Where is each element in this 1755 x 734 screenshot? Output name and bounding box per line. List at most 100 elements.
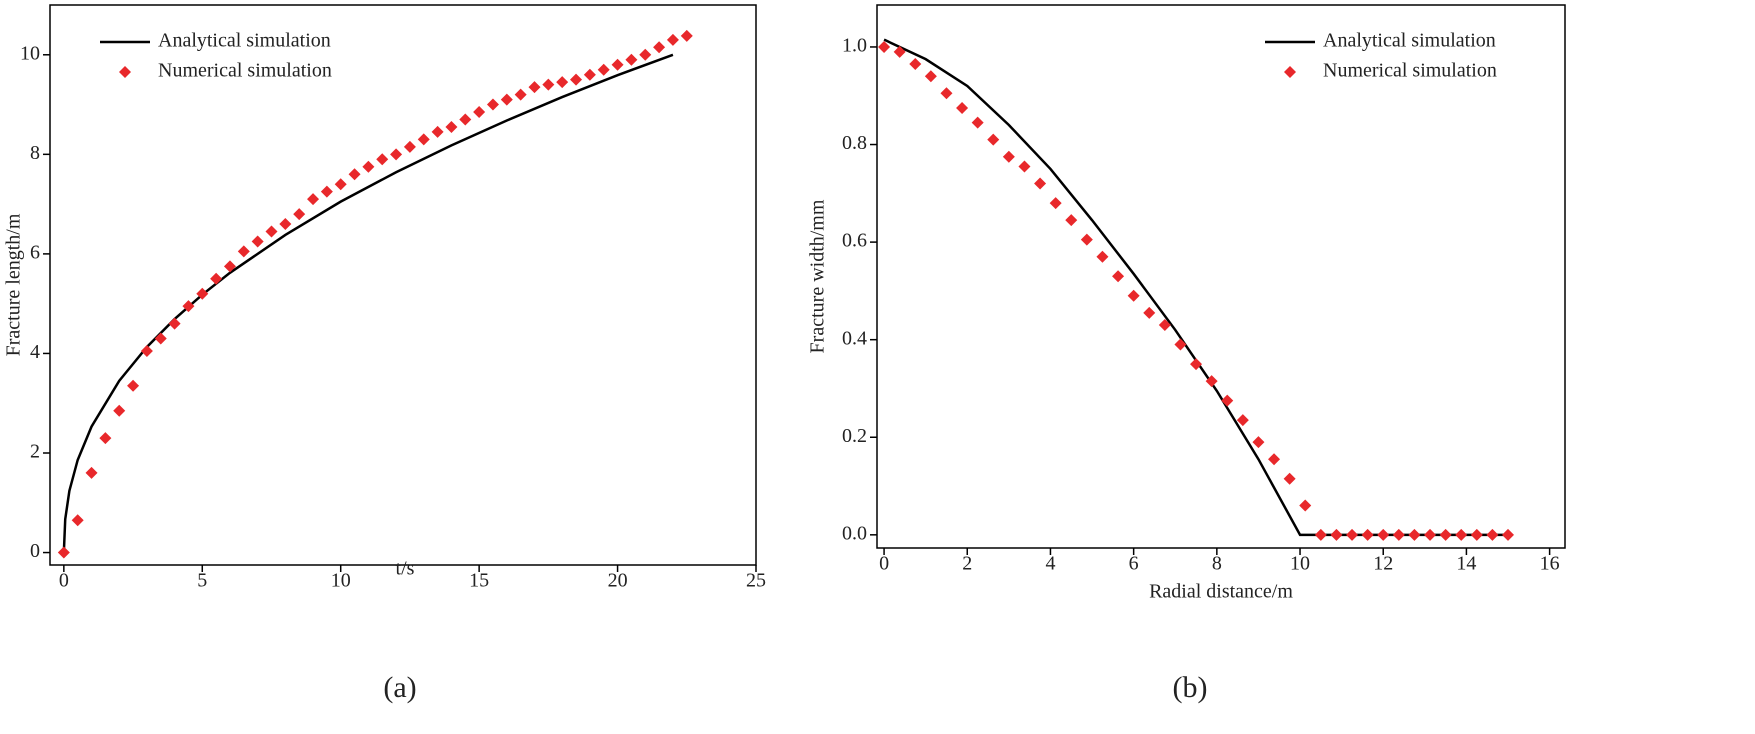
marker — [1236, 414, 1249, 427]
x-tick-label: 6 — [1129, 553, 1139, 575]
marker — [1002, 150, 1015, 163]
marker — [265, 225, 278, 238]
marker — [1455, 528, 1468, 541]
x-tick-label: 4 — [1045, 553, 1055, 575]
marker — [971, 116, 984, 129]
plot-frame — [876, 4, 1566, 549]
y-tick-label: 0.8 — [842, 132, 867, 154]
marker — [1221, 394, 1234, 407]
marker — [362, 160, 375, 173]
marker — [597, 63, 610, 76]
marker — [99, 432, 112, 445]
y-tick-label: 0.0 — [842, 522, 867, 544]
x-tick-label: 25 — [746, 570, 766, 592]
marker — [924, 70, 937, 83]
marker — [71, 514, 84, 527]
marker — [1283, 472, 1296, 485]
panel-label: (b) — [1173, 671, 1208, 704]
marker — [445, 120, 458, 133]
legend-marker — [119, 66, 131, 78]
marker — [956, 101, 969, 114]
marker — [57, 546, 70, 559]
marker — [1018, 160, 1031, 173]
y-tick-label: 0.2 — [842, 425, 867, 447]
marker — [403, 140, 416, 153]
x-tick-label: 2 — [962, 553, 972, 575]
marker — [1377, 528, 1390, 541]
marker — [987, 133, 1000, 146]
marker — [625, 53, 638, 66]
marker — [1049, 197, 1062, 210]
marker — [1424, 528, 1437, 541]
marker — [1158, 319, 1171, 332]
marker — [182, 300, 195, 313]
y-tick-label: 2 — [30, 441, 40, 463]
marker — [666, 33, 679, 46]
x-tick-label: 0 — [59, 570, 69, 592]
marker — [639, 48, 652, 61]
x-tick-label: 16 — [1540, 553, 1560, 575]
marker — [1065, 214, 1078, 227]
marker — [196, 287, 209, 300]
marker — [1190, 358, 1203, 371]
marker — [223, 260, 236, 273]
marker — [514, 88, 527, 101]
marker — [909, 58, 922, 71]
marker — [1299, 499, 1312, 512]
marker — [1143, 306, 1156, 319]
marker — [113, 404, 126, 417]
marker — [1174, 338, 1187, 351]
marker — [417, 133, 430, 146]
marker — [168, 317, 181, 330]
x-tick-label: 20 — [608, 570, 628, 592]
y-axis-label: Fracture length/m — [3, 213, 25, 356]
x-tick-label: 0 — [879, 553, 889, 575]
marker — [1439, 528, 1452, 541]
marker — [1470, 528, 1483, 541]
y-tick-label: 0.4 — [842, 327, 867, 349]
marker — [542, 78, 555, 91]
marker — [334, 178, 347, 191]
y-tick-label: 0.6 — [842, 230, 867, 252]
y-tick-label: 0 — [30, 540, 40, 562]
marker — [1314, 528, 1327, 541]
marker — [1346, 528, 1359, 541]
marker — [279, 218, 292, 231]
panel-label: (a) — [383, 671, 416, 704]
x-tick-label: 15 — [469, 570, 489, 592]
y-tick-label: 4 — [30, 341, 40, 363]
y-tick-label: 6 — [30, 241, 40, 263]
x-tick-label: 10 — [331, 570, 351, 592]
x-axis-label: t/s — [396, 558, 415, 580]
legend-label: Analytical simulation — [1323, 30, 1496, 52]
marker — [1096, 250, 1109, 263]
marker — [1252, 436, 1265, 449]
marker — [1502, 528, 1515, 541]
marker — [251, 235, 264, 248]
marker — [154, 332, 167, 345]
plot-frame — [49, 4, 757, 566]
marker — [376, 153, 389, 166]
marker — [680, 29, 693, 42]
legend-label: Analytical simulation — [158, 30, 331, 52]
y-tick-label: 8 — [30, 142, 40, 164]
marker — [1392, 528, 1405, 541]
legend-marker — [1284, 66, 1296, 78]
marker — [1408, 528, 1421, 541]
marker — [893, 45, 906, 58]
marker — [1361, 528, 1374, 541]
marker — [1486, 528, 1499, 541]
marker — [210, 272, 223, 285]
marker — [348, 168, 361, 181]
marker — [1268, 453, 1281, 466]
marker — [1034, 177, 1047, 190]
marker — [127, 379, 140, 392]
marker — [583, 68, 596, 81]
marker — [307, 193, 320, 206]
marker — [486, 98, 499, 111]
marker — [459, 113, 472, 126]
marker — [320, 185, 333, 198]
marker — [556, 76, 569, 89]
x-axis-label: Radial distance/m — [1149, 581, 1293, 603]
